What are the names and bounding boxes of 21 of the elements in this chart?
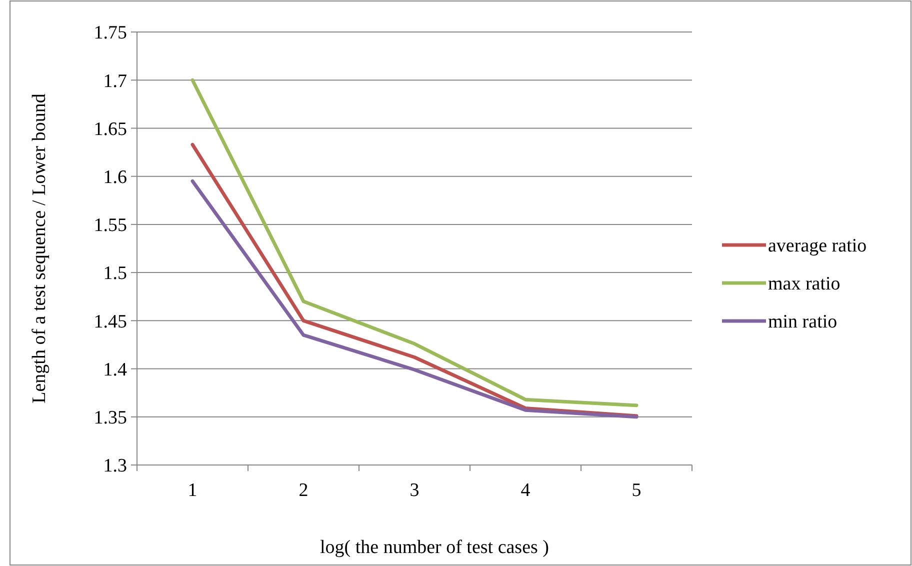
line-series xyxy=(190,78,638,408)
legend-label: average ratio xyxy=(768,236,867,257)
x-tick-label: 1 xyxy=(188,480,198,501)
y-tick-label: 1.65 xyxy=(94,118,127,140)
x-tick-label: 3 xyxy=(410,480,420,501)
y-tick-label: 1.75 xyxy=(94,22,127,44)
y-axis-title: Length of a test sequence / Lower bound xyxy=(29,93,50,404)
legend-label: max ratio xyxy=(768,274,840,295)
y-tick-label: 1.45 xyxy=(94,311,127,332)
y-tick-label: 1.5 xyxy=(103,263,127,284)
y-tick-label: 1.3 xyxy=(103,456,127,477)
x-axis-title: log( the number of test cases ) xyxy=(320,537,549,558)
y-tick-label: 1.4 xyxy=(103,359,128,380)
legend-label: min ratio xyxy=(768,312,838,333)
x-tick-label: 5 xyxy=(632,480,642,501)
y-tick-label: 1.35 xyxy=(94,408,127,429)
y-tick-label: 1.7 xyxy=(103,70,127,92)
x-tick-label: 4 xyxy=(520,480,531,501)
y-tick-label: 1.6 xyxy=(103,166,127,188)
y-tick-label: 1.55 xyxy=(94,215,127,236)
x-tick-label: 2 xyxy=(298,480,308,501)
